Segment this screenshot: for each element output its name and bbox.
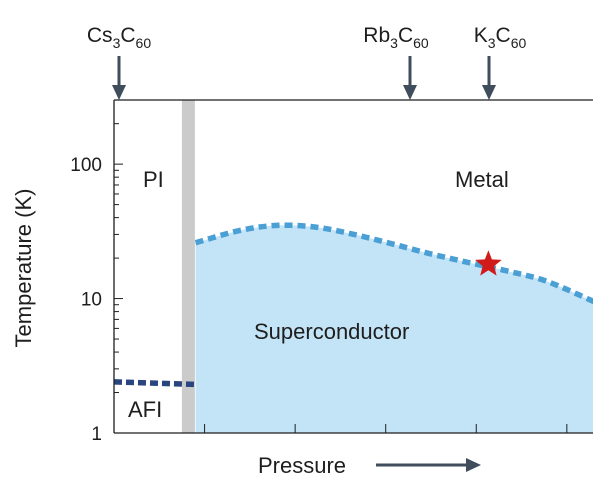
y-tick-label: 100 — [70, 155, 102, 176]
afi-transition-line — [114, 379, 196, 388]
compound-label-rb3c60: Rb3C60 — [363, 24, 429, 51]
mott-boundary-bar — [181, 100, 195, 433]
y-tick-label: 1 — [91, 424, 102, 445]
region-label-superconductor: Superconductor — [254, 319, 409, 344]
compound-label-cs3c60: Cs3C60 — [87, 24, 151, 51]
compound-arrow-k3c60 — [482, 56, 496, 100]
region-label-metal: Metal — [455, 167, 509, 192]
y-axis-label: Temperature (K) — [11, 189, 36, 348]
x-axis-label: Pressure — [258, 453, 346, 478]
compound-label-k3c60: K3C60 — [474, 24, 527, 51]
region-label-afi: AFI — [128, 397, 162, 422]
compound-arrow-rb3c60 — [403, 56, 417, 100]
axes: 1 10 100 — [70, 99, 593, 445]
tc-curve — [194, 222, 593, 305]
k3c60-star-marker — [475, 250, 502, 276]
region-label-pi: PI — [143, 167, 164, 192]
x-axis-arrow — [376, 458, 481, 472]
superconductor-region-fill — [195, 225, 593, 433]
compound-arrow-cs3c60 — [112, 56, 126, 100]
y-tick-label: 10 — [81, 290, 102, 311]
